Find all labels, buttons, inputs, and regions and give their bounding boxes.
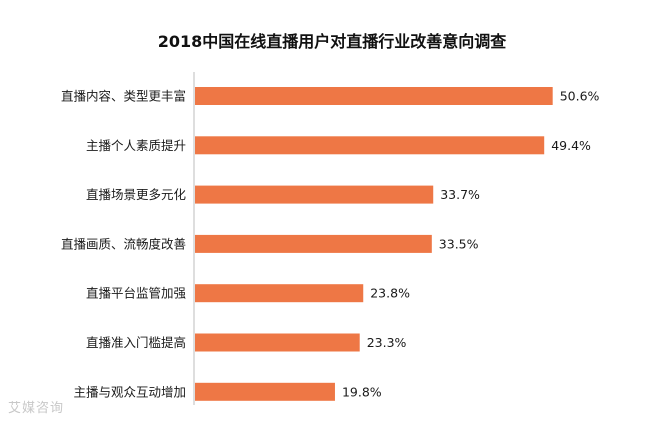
category-label: 直播内容、类型更丰富: [61, 89, 186, 104]
bar: [195, 234, 432, 253]
bar: [195, 284, 364, 303]
bar: [195, 333, 360, 352]
value-label: 49.4%: [551, 138, 591, 153]
value-label: 23.3%: [367, 335, 407, 350]
bar-marks: 直播内容、类型更丰富 50.6% 主播个人素质提升 49.4% 直播场景更多元化 33.7…: [61, 87, 600, 401]
value-label: 19.8%: [342, 384, 382, 399]
category-label: 主播个人素质提升: [86, 138, 186, 153]
chart-title: 2018中国在线直播用户对直播行业改善意向调查: [158, 32, 507, 51]
bar: [195, 136, 545, 155]
category-label: 直播平台监管加强: [86, 286, 187, 301]
watermark: 艾媒咨询: [8, 401, 65, 416]
bar: [195, 87, 553, 105]
category-label: 直播场景更多元化: [86, 187, 187, 202]
category-label: 主播与观众互动增加: [73, 384, 186, 399]
category-label: 直播准入门槛提高: [86, 335, 186, 350]
bar: [195, 382, 335, 401]
value-label: 33.5%: [439, 236, 479, 251]
bar: [195, 185, 434, 204]
value-label: 50.6%: [560, 89, 600, 104]
value-label: 23.8%: [370, 286, 410, 301]
category-label: 直播画质、流畅度改善: [61, 236, 186, 251]
value-label: 33.7%: [440, 187, 480, 202]
